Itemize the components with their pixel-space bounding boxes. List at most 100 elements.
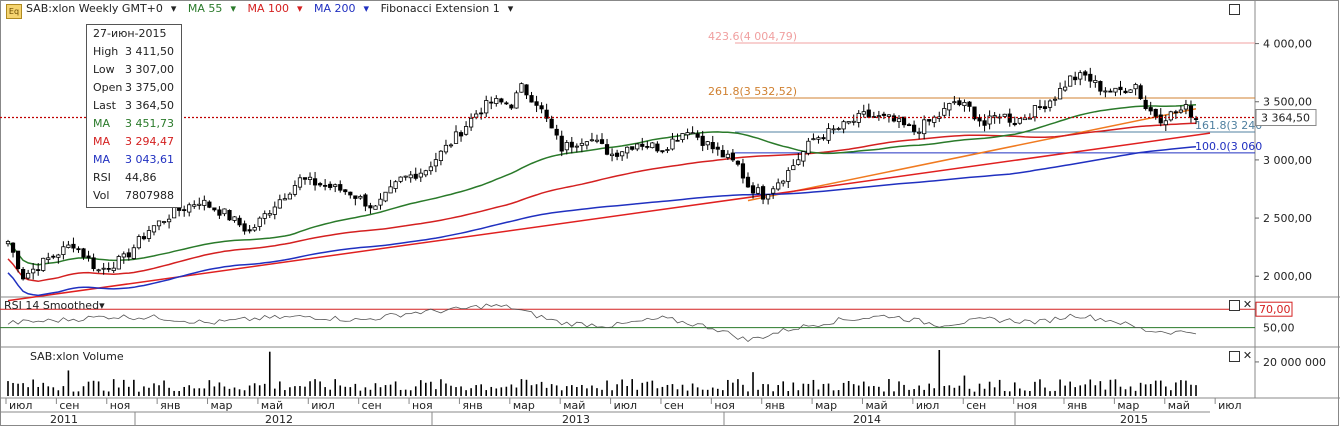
candle-body bbox=[891, 115, 897, 122]
candle-body bbox=[484, 100, 489, 114]
fib-level-label: 423.6(4 004,79) bbox=[708, 30, 797, 43]
month-label: ноя bbox=[1017, 399, 1038, 412]
instrument-selector[interactable]: SAB:xlon Weekly GMT+0 ▾ bbox=[26, 2, 177, 15]
chart-header: SAB:xlon Weekly GMT+0 ▾ MA 55 ▾ MA 100 ▾ MA… bbox=[26, 2, 521, 15]
candle-body bbox=[962, 101, 967, 107]
candle-body bbox=[776, 182, 781, 190]
candle-body bbox=[685, 132, 690, 136]
candle-body bbox=[257, 217, 262, 227]
candle-body bbox=[771, 188, 776, 194]
candle-body bbox=[126, 252, 131, 258]
candle-body bbox=[801, 151, 806, 162]
candle-body bbox=[695, 133, 700, 138]
candle-body bbox=[750, 185, 756, 194]
candle-body bbox=[328, 183, 333, 188]
candle-body bbox=[730, 152, 735, 161]
candle-body bbox=[952, 101, 957, 104]
candle-body bbox=[846, 121, 851, 124]
volume-maximize-icon[interactable] bbox=[1229, 351, 1240, 362]
month-label: янв bbox=[765, 399, 785, 412]
candle-body bbox=[353, 195, 358, 199]
candle-body bbox=[972, 106, 977, 120]
candle-body bbox=[1047, 100, 1053, 108]
info-row-last: Last 3 364,50 bbox=[93, 97, 174, 115]
candle-body bbox=[1153, 108, 1158, 117]
candle-body bbox=[1118, 86, 1123, 91]
candle-body bbox=[609, 153, 615, 157]
candle-body bbox=[1168, 111, 1173, 121]
candle-body bbox=[448, 144, 454, 147]
price-tick-label: 3 500,00 bbox=[1263, 96, 1312, 109]
candle-body bbox=[31, 268, 36, 274]
candle-body bbox=[615, 152, 620, 157]
candle-body bbox=[760, 186, 766, 200]
candle-body bbox=[323, 184, 328, 187]
candle-body bbox=[398, 176, 403, 182]
candle-body bbox=[51, 255, 56, 258]
candle-body bbox=[312, 178, 318, 186]
month-label: май bbox=[563, 399, 585, 412]
candle-body bbox=[947, 103, 952, 111]
month-label: мар bbox=[815, 399, 837, 412]
candle-body bbox=[202, 199, 207, 206]
candle-body bbox=[56, 254, 61, 258]
ma55-legend[interactable]: MA 55 ▾ bbox=[187, 2, 236, 15]
volume-close-icon[interactable]: ✕ bbox=[1242, 349, 1253, 362]
candle-body bbox=[222, 208, 227, 215]
equity-icon[interactable]: Eq bbox=[6, 4, 22, 19]
candle-body bbox=[504, 102, 509, 105]
month-label: сен bbox=[664, 399, 684, 412]
ma100-legend[interactable]: MA 100 ▾ bbox=[247, 2, 303, 15]
candle-body bbox=[116, 256, 121, 270]
candle-body bbox=[912, 124, 917, 132]
candle-body bbox=[247, 229, 252, 232]
candle-body bbox=[660, 150, 665, 153]
candle-body bbox=[111, 267, 116, 271]
fib-level-label: 100.0(3 060 bbox=[1195, 140, 1262, 153]
month-label: июл bbox=[1218, 399, 1241, 412]
candle-body bbox=[766, 194, 771, 200]
ma200-legend[interactable]: MA 200 ▾ bbox=[314, 2, 370, 15]
info-row-ma: MA 3 294,47 bbox=[93, 133, 174, 151]
candle-body bbox=[15, 250, 21, 270]
rsi-maximize-icon[interactable] bbox=[1229, 300, 1240, 311]
candle-body bbox=[343, 189, 348, 193]
candle-body bbox=[26, 272, 31, 279]
candle-body bbox=[1012, 122, 1017, 126]
candle-body bbox=[922, 119, 927, 135]
candle-body bbox=[1158, 114, 1163, 124]
candle-body bbox=[876, 115, 881, 118]
candle-body bbox=[1133, 84, 1138, 90]
candle-body bbox=[146, 230, 152, 239]
candle-body bbox=[1063, 86, 1068, 91]
month-label: май bbox=[261, 399, 283, 412]
candle-body bbox=[675, 139, 680, 142]
candle-body bbox=[992, 115, 997, 118]
candle-body bbox=[428, 166, 433, 172]
month-label: ноя bbox=[412, 399, 433, 412]
price-tick-label: 2 000,00 bbox=[1263, 270, 1312, 283]
candle-body bbox=[494, 98, 499, 104]
info-row-rsi: RSI 44,86 bbox=[93, 169, 157, 187]
rsi-close-icon[interactable]: ✕ bbox=[1242, 298, 1253, 311]
candle-body bbox=[670, 138, 675, 150]
candle-body bbox=[282, 198, 287, 201]
volume-panel-title[interactable]: SAB:xlon Volume bbox=[30, 350, 124, 363]
candle-body bbox=[831, 128, 836, 131]
candle-body bbox=[307, 176, 313, 180]
rsi-panel-title[interactable]: RSI 14 Smoothed▾ bbox=[4, 299, 105, 312]
fib-legend[interactable]: Fibonacci Extension 1 ▾ bbox=[380, 2, 514, 15]
candle-body bbox=[967, 101, 972, 107]
maximize-icon[interactable] bbox=[1229, 4, 1240, 15]
candle-body bbox=[474, 113, 479, 118]
month-label: мар bbox=[1117, 399, 1139, 412]
candle-body bbox=[524, 84, 529, 96]
month-label: ноя bbox=[714, 399, 735, 412]
candle-body bbox=[106, 267, 111, 270]
candle-body bbox=[1108, 90, 1113, 93]
candle-body bbox=[267, 213, 272, 216]
candle-body bbox=[318, 183, 323, 186]
candle-body bbox=[529, 95, 534, 103]
candle-body bbox=[690, 132, 695, 135]
